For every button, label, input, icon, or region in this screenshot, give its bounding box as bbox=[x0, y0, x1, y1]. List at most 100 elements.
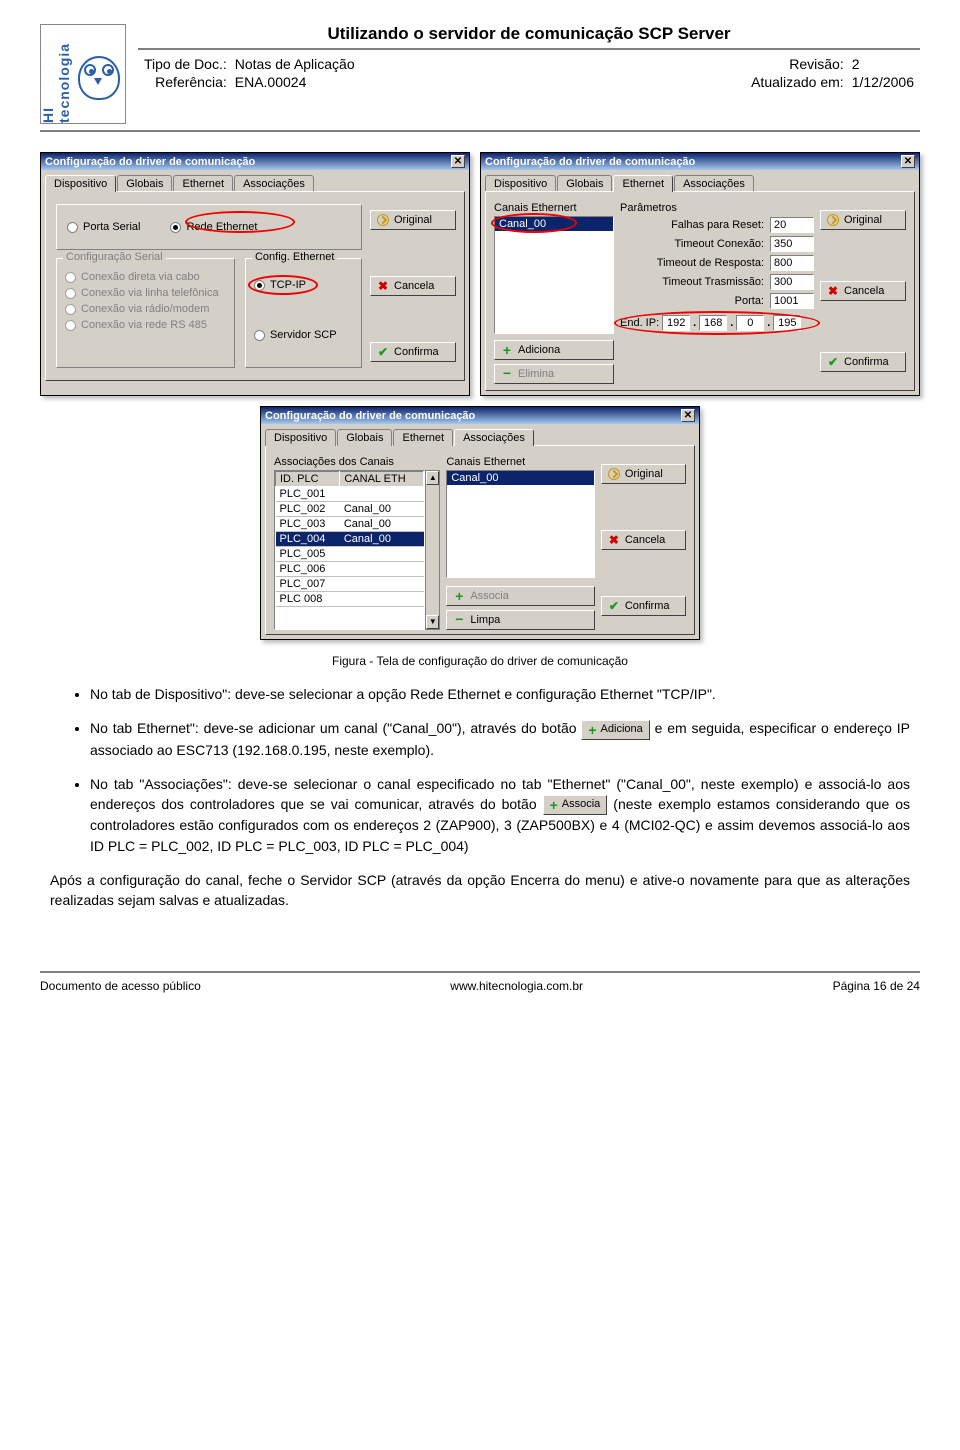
ip-octet-4[interactable]: 195 bbox=[773, 315, 801, 331]
minus-icon: − bbox=[453, 614, 465, 626]
check-icon: ✔ bbox=[827, 356, 839, 368]
dialog-title: Configuração do driver de comunicação bbox=[485, 156, 695, 168]
figure-caption: Figura - Tela de configuração do driver … bbox=[40, 654, 920, 668]
list-item[interactable]: Canal_00 bbox=[495, 217, 613, 231]
owl-icon bbox=[72, 50, 126, 104]
plus-icon: + bbox=[550, 799, 558, 811]
refresh-icon bbox=[377, 214, 389, 226]
bullet-item: No tab de Dispositivo": deve-se selecion… bbox=[90, 684, 910, 704]
confirma-button[interactable]: ✔Confirma bbox=[370, 342, 456, 362]
tab-globais[interactable]: Globais bbox=[557, 175, 612, 192]
tab-globais[interactable]: Globais bbox=[337, 429, 392, 446]
adiciona-button[interactable]: +Adiciona bbox=[494, 340, 614, 360]
table-row[interactable]: PLC 008 bbox=[276, 592, 424, 607]
bullet-list: No tab de Dispositivo": deve-se selecion… bbox=[50, 684, 910, 856]
table-row[interactable]: PLC_001 bbox=[276, 487, 424, 502]
confirma-button[interactable]: ✔Confirma bbox=[601, 596, 686, 616]
refresh-icon bbox=[827, 214, 839, 226]
check-icon: ✔ bbox=[608, 600, 620, 612]
canais-listbox[interactable]: Canal_00 bbox=[494, 216, 614, 334]
radio-servidor-scp[interactable]: Servidor SCP bbox=[254, 329, 353, 341]
table-row[interactable]: PLC_006 bbox=[276, 562, 424, 577]
falhas-label: Falhas para Reset: bbox=[671, 219, 764, 231]
dialog-title: Configuração do driver de comunicação bbox=[265, 410, 475, 422]
document-header: HI tecnologia Utilizando o servidor de c… bbox=[40, 24, 920, 132]
col-id-plc: ID. PLC bbox=[276, 472, 340, 487]
original-button[interactable]: Original bbox=[370, 210, 456, 230]
canais-listbox[interactable]: Canal_00 bbox=[446, 470, 595, 578]
original-button[interactable]: Original bbox=[820, 210, 906, 230]
plus-icon: + bbox=[453, 590, 465, 602]
table-row[interactable]: PLC_005 bbox=[276, 547, 424, 562]
timeout-transmissao-input[interactable]: 300 bbox=[770, 274, 814, 290]
table-row[interactable]: PLC_002Canal_00 bbox=[276, 502, 424, 517]
referencia-label: Referência: bbox=[144, 74, 227, 90]
cancela-button[interactable]: ✖Cancela bbox=[820, 281, 906, 301]
tab-associacoes[interactable]: Associações bbox=[674, 175, 754, 192]
radio-tcpip[interactable]: TCP-IP bbox=[254, 279, 353, 291]
tab-dispositivo[interactable]: Dispositivo bbox=[265, 429, 336, 446]
scrollbar[interactable]: ▲ ▼ bbox=[425, 470, 440, 630]
tipo-doc-value: Notas de Aplicação bbox=[235, 56, 355, 72]
tab-associacoes[interactable]: Associações bbox=[454, 429, 534, 446]
end-ip-label: End. IP: bbox=[620, 317, 659, 329]
associa-button: +Associa bbox=[446, 586, 595, 606]
tab-associacoes[interactable]: Associações bbox=[234, 175, 314, 192]
timeout-transmissao-label: Timeout Trasmissão: bbox=[662, 276, 764, 288]
confirma-button[interactable]: ✔Confirma bbox=[820, 352, 906, 372]
radio-porta-serial[interactable]: Porta Serial bbox=[67, 221, 140, 233]
radio-conexao-direta: Conexão direta via cabo bbox=[65, 271, 226, 283]
tab-ethernet[interactable]: Ethernet bbox=[393, 429, 453, 446]
refresh-icon bbox=[608, 468, 620, 480]
close-icon[interactable]: ✕ bbox=[681, 409, 695, 422]
ip-octet-2[interactable]: 168 bbox=[699, 315, 727, 331]
group-canais-ethernet: Canais Ethernet bbox=[446, 456, 595, 468]
table-row[interactable]: PLC_004Canal_00 bbox=[276, 532, 424, 547]
elimina-button: −Elimina bbox=[494, 364, 614, 384]
dialog-dispositivo: Configuração do driver de comunicação ✕ … bbox=[40, 152, 470, 396]
associacoes-table[interactable]: ID. PLCCANAL ETH PLC_001PLC_002Canal_00P… bbox=[275, 471, 424, 607]
tab-ethernet[interactable]: Ethernet bbox=[173, 175, 233, 192]
cancela-button[interactable]: ✖Cancela bbox=[370, 276, 456, 296]
porta-label: Porta: bbox=[735, 295, 764, 307]
radio-conexao-radio: Conexão via rádio/modem bbox=[65, 303, 226, 315]
timeout-resposta-input[interactable]: 800 bbox=[770, 255, 814, 271]
footer-left: Documento de acesso público bbox=[40, 979, 201, 993]
list-item[interactable]: Canal_00 bbox=[447, 471, 594, 485]
original-button[interactable]: Original bbox=[601, 464, 686, 484]
radio-conexao-rs485: Conexão via rede RS 485 bbox=[65, 319, 226, 331]
group-canais-ethernet: Canais Ethernert bbox=[494, 202, 614, 214]
radio-rede-ethernet[interactable]: Rede Ethernet bbox=[170, 221, 257, 233]
page-footer: Documento de acesso público www.hitecnol… bbox=[40, 971, 920, 1003]
scroll-up-icon[interactable]: ▲ bbox=[426, 471, 439, 485]
table-row[interactable]: PLC_007 bbox=[276, 577, 424, 592]
referencia-value: ENA.00024 bbox=[235, 74, 355, 90]
falhas-input[interactable]: 20 bbox=[770, 217, 814, 233]
radio-conexao-telefone: Conexão via linha telefônica bbox=[65, 287, 226, 299]
ip-octet-1[interactable]: 192 bbox=[662, 315, 690, 331]
scroll-down-icon[interactable]: ▼ bbox=[426, 615, 439, 629]
tab-dispositivo[interactable]: Dispositivo bbox=[45, 175, 116, 192]
footer-right: Página 16 de 24 bbox=[833, 979, 920, 993]
cancel-icon: ✖ bbox=[377, 280, 389, 292]
timeout-conexao-label: Timeout Conexão: bbox=[675, 238, 764, 250]
logo-text: HI tecnologia bbox=[40, 25, 72, 123]
tab-dispositivo[interactable]: Dispositivo bbox=[485, 175, 556, 192]
cancela-button[interactable]: ✖Cancela bbox=[601, 530, 686, 550]
plus-icon: + bbox=[588, 724, 596, 736]
plus-icon: + bbox=[501, 344, 513, 356]
close-icon[interactable]: ✕ bbox=[901, 155, 915, 168]
ip-octet-3[interactable]: 0 bbox=[736, 315, 764, 331]
table-row[interactable]: PLC_003Canal_00 bbox=[276, 517, 424, 532]
tab-ethernet[interactable]: Ethernet bbox=[613, 175, 673, 192]
porta-input[interactable]: 1001 bbox=[770, 293, 814, 309]
limpa-button[interactable]: −Limpa bbox=[446, 610, 595, 630]
timeout-conexao-input[interactable]: 350 bbox=[770, 236, 814, 252]
company-logo: HI tecnologia bbox=[40, 24, 126, 124]
revisao-label: Revisão: bbox=[751, 56, 844, 72]
close-icon[interactable]: ✕ bbox=[451, 155, 465, 168]
tipo-doc-label: Tipo de Doc.: bbox=[144, 56, 227, 72]
tab-globais[interactable]: Globais bbox=[117, 175, 172, 192]
atualizado-label: Atualizado em: bbox=[751, 74, 844, 90]
footer-mid: www.hitecnologia.com.br bbox=[450, 979, 583, 993]
